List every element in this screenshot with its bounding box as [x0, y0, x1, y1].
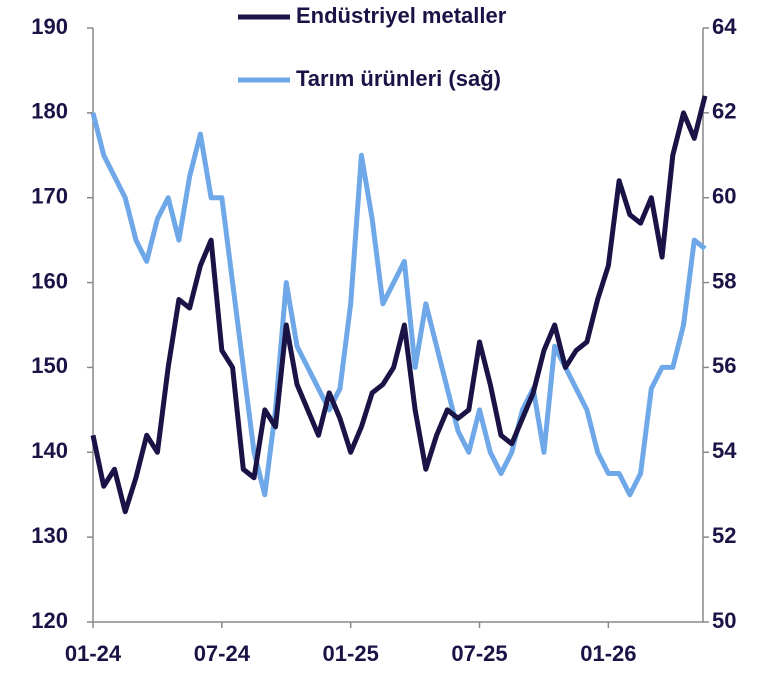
x-tick-label: 01-26	[580, 641, 636, 666]
y-tick-label: 180	[31, 99, 68, 124]
y-tick-label: 190	[31, 14, 68, 39]
y-tick-label: 130	[31, 523, 68, 548]
y2-tick-label: 52	[712, 523, 736, 548]
series-line	[90, 112, 707, 498]
x-tick-label: 07-25	[451, 641, 507, 666]
x-tick-label: 07-24	[194, 641, 251, 666]
legend-label: Tarım ürünleri (sağ)	[296, 66, 501, 91]
y-tick-label: 140	[31, 438, 68, 463]
y2-tick-label: 60	[712, 184, 736, 209]
y2-tick-label: 64	[712, 14, 737, 39]
y-tick-label: 170	[31, 184, 68, 209]
x-tick-label: 01-24	[65, 641, 122, 666]
y-tick-label: 160	[31, 268, 68, 293]
x-tick-label: 01-25	[323, 641, 379, 666]
y2-tick-label: 58	[712, 268, 736, 293]
y2-tick-label: 62	[712, 99, 736, 124]
y2-tick-label: 50	[712, 608, 736, 633]
legend-label: Endüstriyel metaller	[296, 3, 507, 28]
y-tick-label: 120	[31, 608, 68, 633]
y2-tick-label: 56	[712, 353, 736, 378]
y-tick-label: 150	[31, 353, 68, 378]
series-line	[90, 95, 708, 515]
y2-tick-label: 54	[712, 438, 737, 463]
